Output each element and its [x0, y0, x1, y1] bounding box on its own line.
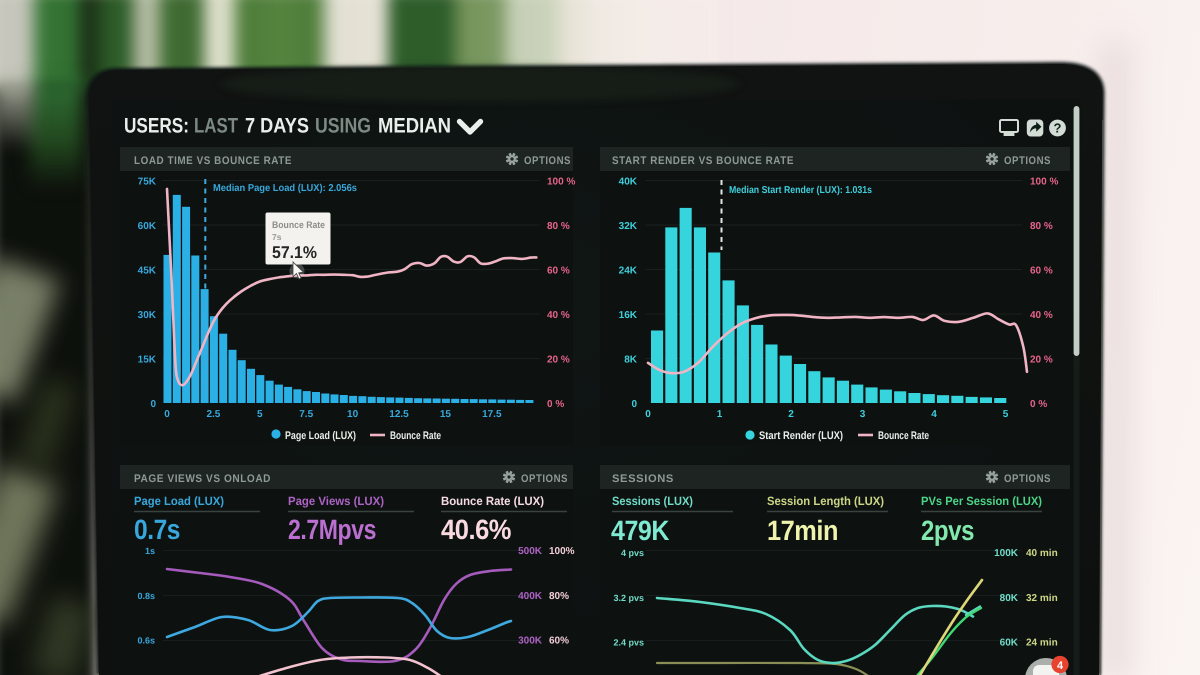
svg-text:2.7Mpvs: 2.7Mpvs: [288, 514, 376, 545]
svg-text:15K: 15K: [138, 355, 157, 366]
svg-text:17.5: 17.5: [482, 409, 502, 420]
svg-text:Page Load (LUX): Page Load (LUX): [134, 494, 224, 508]
svg-text:2: 2: [788, 409, 794, 420]
svg-text:0.6s: 0.6s: [137, 636, 155, 646]
svg-text:0: 0: [164, 409, 170, 420]
svg-text:32 min: 32 min: [1026, 593, 1058, 604]
svg-text:100 %: 100 %: [547, 177, 575, 188]
svg-text:57.1%: 57.1%: [272, 243, 317, 262]
svg-text:Bounce Rate: Bounce Rate: [390, 430, 441, 442]
svg-text:24K: 24K: [619, 266, 638, 277]
svg-text:SESSIONS: SESSIONS: [612, 473, 674, 485]
svg-text:PVs Per Session (LUX): PVs Per Session (LUX): [921, 494, 1042, 508]
svg-text:479K: 479K: [611, 515, 669, 546]
svg-text:16K: 16K: [619, 310, 638, 321]
svg-text:PAGE VIEWS VS ONLOAD: PAGE VIEWS VS ONLOAD: [134, 473, 271, 485]
svg-text:0: 0: [645, 409, 651, 420]
svg-text:2pvs: 2pvs: [921, 515, 974, 546]
svg-text:OPTIONS: OPTIONS: [524, 155, 571, 167]
svg-text:0 %: 0 %: [547, 399, 564, 410]
svg-text:4: 4: [931, 409, 937, 420]
svg-text:20 %: 20 %: [547, 355, 570, 366]
svg-text:Bounce Rate: Bounce Rate: [272, 220, 325, 231]
svg-text:60%: 60%: [549, 636, 569, 647]
svg-text:Start Render (LUX): Start Render (LUX): [759, 430, 843, 442]
svg-text:60 %: 60 %: [1030, 266, 1053, 277]
svg-text:3.2 pvs: 3.2 pvs: [613, 593, 644, 603]
svg-text:40 min: 40 min: [1026, 548, 1058, 559]
svg-text:OPTIONS: OPTIONS: [521, 473, 568, 485]
svg-text:5: 5: [1003, 409, 1009, 420]
svg-text:40.6%: 40.6%: [441, 514, 512, 545]
svg-text:500K: 500K: [518, 546, 543, 557]
svg-text:12.5: 12.5: [389, 409, 409, 420]
svg-text:300K: 300K: [518, 636, 543, 647]
svg-text:Bounce Rate (LUX): Bounce Rate (LUX): [441, 494, 544, 508]
svg-text:60 %: 60 %: [547, 266, 570, 277]
svg-text:40 %: 40 %: [1030, 310, 1053, 321]
svg-text:Page Load (LUX): Page Load (LUX): [285, 430, 356, 442]
svg-text:20 %: 20 %: [1030, 355, 1053, 366]
svg-text:7 DAYS: 7 DAYS: [245, 115, 309, 138]
svg-text:60K: 60K: [1000, 638, 1019, 649]
svg-text:MEDIAN: MEDIAN: [378, 115, 451, 138]
svg-text:100K: 100K: [994, 548, 1019, 559]
svg-text:30K: 30K: [138, 310, 157, 321]
svg-text:0: 0: [631, 399, 637, 410]
svg-text:?: ?: [1054, 121, 1062, 136]
svg-text:START RENDER VS BOUNCE RATE: START RENDER VS BOUNCE RATE: [612, 155, 794, 167]
svg-text:0.8s: 0.8s: [137, 591, 155, 601]
svg-text:Session Length (LUX): Session Length (LUX): [767, 494, 884, 508]
svg-text:USING: USING: [315, 115, 371, 138]
svg-text:80%: 80%: [549, 591, 569, 602]
svg-text:17min: 17min: [767, 515, 838, 546]
svg-text:OPTIONS: OPTIONS: [1004, 155, 1051, 167]
svg-text:1s: 1s: [145, 546, 155, 556]
svg-text:80 %: 80 %: [1030, 221, 1053, 232]
svg-text:80K: 80K: [1000, 593, 1019, 604]
svg-text:5: 5: [257, 409, 263, 420]
svg-text:32K: 32K: [619, 221, 638, 232]
svg-text:75K: 75K: [138, 177, 157, 188]
svg-text:100%: 100%: [549, 546, 575, 557]
svg-text:45K: 45K: [138, 266, 157, 277]
svg-text:Sessions (LUX): Sessions (LUX): [612, 494, 693, 508]
svg-text:7s: 7s: [272, 232, 282, 242]
svg-text:0.7s: 0.7s: [134, 514, 180, 545]
svg-text:2.5: 2.5: [206, 409, 220, 420]
svg-text:OPTIONS: OPTIONS: [1004, 473, 1051, 485]
svg-text:0: 0: [150, 399, 156, 410]
svg-text:LAST: LAST: [194, 115, 238, 138]
svg-text:Median Start Render (LUX): 1.0: Median Start Render (LUX): 1.031s: [729, 185, 872, 196]
svg-text:4 pvs: 4 pvs: [621, 548, 644, 558]
svg-text:10: 10: [347, 409, 359, 420]
svg-text:8K: 8K: [624, 355, 638, 366]
svg-text:4: 4: [1057, 660, 1064, 672]
svg-text:USERS:: USERS:: [124, 115, 189, 138]
svg-text:60K: 60K: [138, 221, 157, 232]
svg-text:Median Page Load (LUX): 2.056s: Median Page Load (LUX): 2.056s: [213, 183, 357, 194]
svg-text:2.4 pvs: 2.4 pvs: [613, 638, 644, 648]
svg-text:LOAD TIME VS BOUNCE RATE: LOAD TIME VS BOUNCE RATE: [134, 155, 292, 167]
svg-text:24 min: 24 min: [1026, 638, 1058, 649]
svg-text:40 %: 40 %: [547, 310, 570, 321]
svg-text:0 %: 0 %: [1030, 399, 1047, 410]
svg-text:40K: 40K: [619, 177, 638, 188]
svg-text:400K: 400K: [518, 591, 543, 602]
svg-text:3: 3: [860, 409, 866, 420]
svg-text:1: 1: [717, 409, 723, 420]
svg-text:Bounce Rate: Bounce Rate: [878, 430, 929, 442]
svg-text:80 %: 80 %: [547, 221, 570, 232]
svg-text:7.5: 7.5: [299, 409, 313, 420]
svg-text:15: 15: [440, 409, 452, 420]
svg-text:Page Views (LUX): Page Views (LUX): [288, 494, 384, 508]
svg-text:100 %: 100 %: [1030, 177, 1058, 188]
